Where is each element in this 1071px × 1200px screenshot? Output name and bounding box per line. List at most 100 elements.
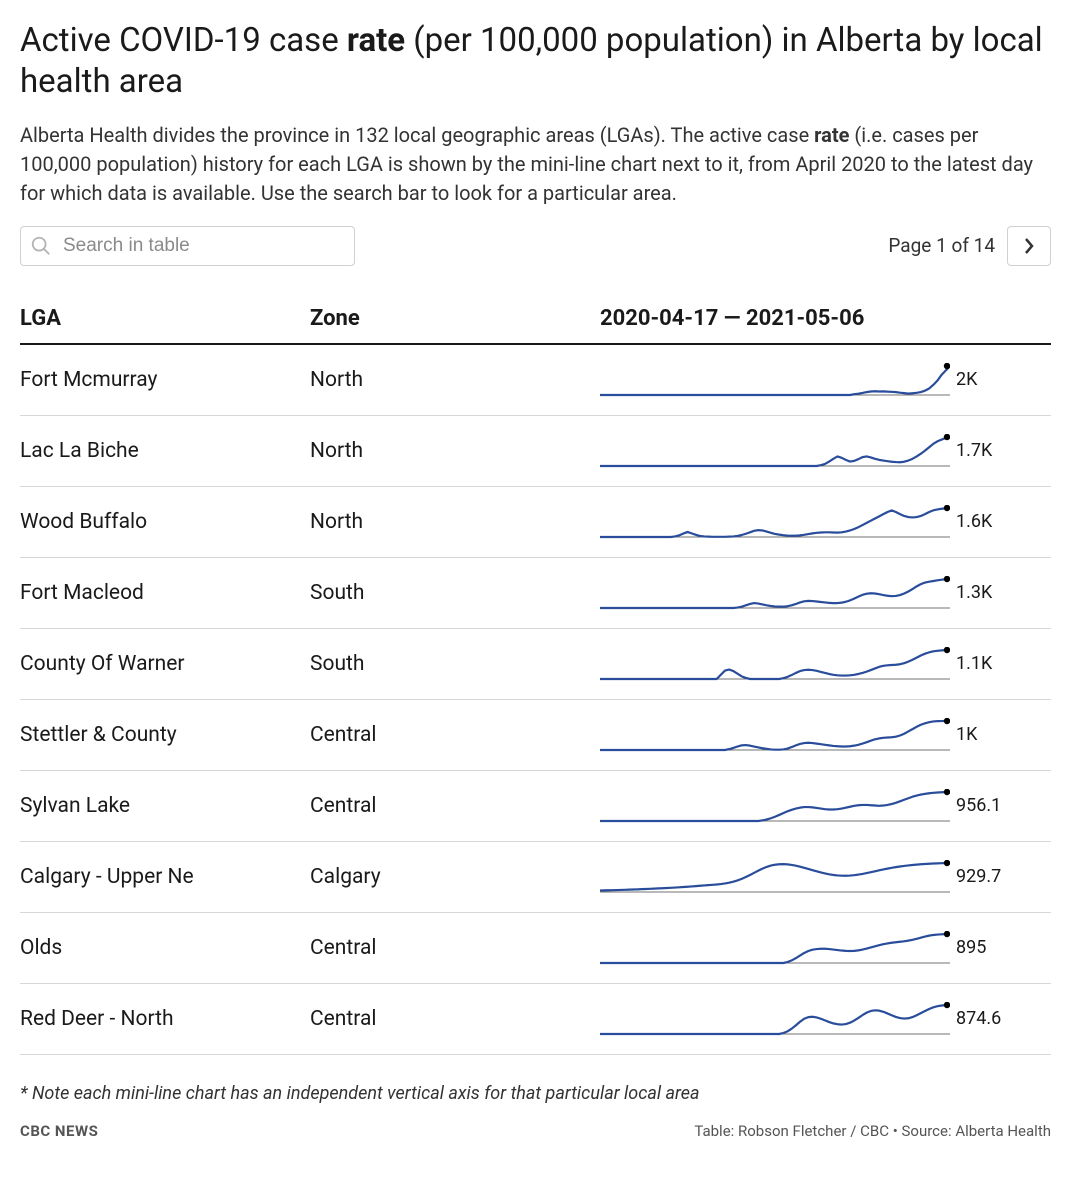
col-header-range: 2020-04-17 — 2021-05-06 [600,296,1051,344]
cell-zone: North [310,415,600,486]
sparkline-wrap: 956.1 [600,789,1051,823]
table-row: Fort MacleodSouth 1.3K [20,557,1051,628]
desc-plain-1: Alberta Health divides the province in 1… [20,123,814,147]
sparkline-chart [600,505,950,539]
sparkline-wrap: 2K [600,363,1051,397]
sparkline-wrap: 1K [600,718,1051,752]
sparkline-end-dot [944,931,950,937]
search-wrap [20,226,355,266]
cell-lga: Stettler & County [20,699,310,770]
sparkline-value-label: 1.1K [956,653,992,674]
title-bold: rate [347,21,405,60]
sparkline-chart [600,647,950,681]
sparkline-end-dot [944,718,950,724]
table-row: Sylvan LakeCentral 956.1 [20,770,1051,841]
cell-zone: Central [310,912,600,983]
cell-sparkline: 1.6K [600,486,1051,557]
footer: CBC NEWS Table: Robson Fletcher / CBC • … [20,1122,1051,1140]
cell-zone: Central [310,699,600,770]
sparkline-end-dot [944,789,950,795]
sparkline-chart [600,789,950,823]
table-row: OldsCentral 895 [20,912,1051,983]
footnote: * Note each mini-line chart has an indep… [20,1083,1051,1104]
cell-zone: Central [310,770,600,841]
sparkline-end-dot [944,363,950,369]
table-row: Wood BuffaloNorth 1.6K [20,486,1051,557]
next-page-button[interactable] [1007,226,1051,266]
description: Alberta Health divides the province in 1… [20,121,1051,208]
cell-sparkline: 2K [600,344,1051,416]
table-row: Red Deer - NorthCentral 874.6 [20,983,1051,1054]
col-header-lga: LGA [20,296,310,344]
cell-zone: South [310,557,600,628]
cell-sparkline: 874.6 [600,983,1051,1054]
sparkline-value-label: 1.3K [956,582,992,603]
sparkline-wrap: 1.6K [600,505,1051,539]
title-plain-1: Active COVID-19 case [20,21,347,60]
footer-brand: CBC NEWS [20,1122,98,1140]
sparkline-end-dot [944,576,950,582]
desc-bold: rate [814,123,849,147]
table-row: County Of WarnerSouth 1.1K [20,628,1051,699]
sparkline-wrap: 1.7K [600,434,1051,468]
sparkline-value-label: 929.7 [956,866,1001,887]
cell-lga: Red Deer - North [20,983,310,1054]
cell-sparkline: 1.7K [600,415,1051,486]
sparkline-end-dot [944,505,950,511]
sparkline-wrap: 1.3K [600,576,1051,610]
cell-zone: North [310,344,600,416]
cell-lga: County Of Warner [20,628,310,699]
chevron-right-icon [1024,238,1034,254]
sparkline-chart [600,931,950,965]
cell-sparkline: 956.1 [600,770,1051,841]
sparkline-end-dot [944,860,950,866]
table-row: Lac La BicheNorth 1.7K [20,415,1051,486]
cell-lga: Fort Mcmurray [20,344,310,416]
cell-sparkline: 929.7 [600,841,1051,912]
sparkline-end-dot [944,647,950,653]
sparkline-value-label: 895 [956,937,986,958]
cell-lga: Olds [20,912,310,983]
sparkline-chart [600,718,950,752]
cell-sparkline: 895 [600,912,1051,983]
sparkline-value-label: 1K [956,724,977,745]
sparkline-wrap: 874.6 [600,1002,1051,1036]
cell-sparkline: 1K [600,699,1051,770]
sparkline-wrap: 929.7 [600,860,1051,894]
search-input[interactable] [20,226,355,266]
pager: Page 1 of 14 [888,226,1051,266]
sparkline-wrap: 1.1K [600,647,1051,681]
cell-lga: Calgary - Upper Ne [20,841,310,912]
cell-lga: Sylvan Lake [20,770,310,841]
cell-sparkline: 1.3K [600,557,1051,628]
cell-lga: Fort Macleod [20,557,310,628]
cell-zone: North [310,486,600,557]
table-row: Stettler & CountyCentral 1K [20,699,1051,770]
sparkline-chart [600,860,950,894]
cell-lga: Wood Buffalo [20,486,310,557]
data-table: LGA Zone 2020-04-17 — 2021-05-06 Fort Mc… [20,296,1051,1055]
search-icon [30,235,52,257]
sparkline-chart [600,434,950,468]
toolbar: Page 1 of 14 [20,226,1051,266]
sparkline-chart [600,576,950,610]
footer-credit: Table: Robson Fletcher / CBC • Source: A… [694,1122,1051,1140]
cell-zone: Calgary [310,841,600,912]
table-row: Fort McmurrayNorth 2K [20,344,1051,416]
cell-sparkline: 1.1K [600,628,1051,699]
cell-lga: Lac La Biche [20,415,310,486]
cell-zone: Central [310,983,600,1054]
sparkline-value-label: 1.6K [956,511,992,532]
sparkline-end-dot [944,1002,950,1008]
page-label: Page 1 of 14 [888,234,995,257]
col-header-zone: Zone [310,296,600,344]
sparkline-chart [600,363,950,397]
sparkline-value-label: 874.6 [956,1008,1001,1029]
table-row: Calgary - Upper NeCalgary 929.7 [20,841,1051,912]
cell-zone: South [310,628,600,699]
sparkline-value-label: 1.7K [956,440,992,461]
sparkline-value-label: 956.1 [956,795,1001,816]
page-title: Active COVID-19 case rate (per 100,000 p… [20,20,1051,103]
sparkline-value-label: 2K [956,369,977,390]
sparkline-wrap: 895 [600,931,1051,965]
